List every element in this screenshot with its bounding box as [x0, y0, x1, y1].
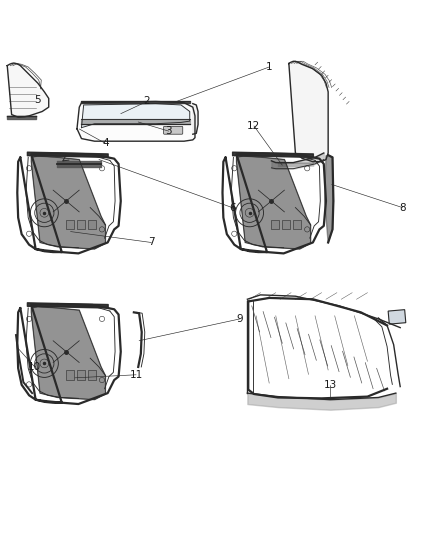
Text: 1: 1: [266, 62, 272, 72]
Text: 5: 5: [35, 95, 41, 104]
Bar: [88, 370, 96, 380]
Polygon shape: [193, 103, 198, 134]
Text: 12: 12: [247, 121, 261, 131]
Bar: [77, 220, 85, 229]
Polygon shape: [7, 63, 49, 117]
Text: 8: 8: [399, 203, 406, 213]
Bar: [66, 220, 74, 229]
Bar: [283, 220, 290, 229]
Bar: [272, 220, 279, 229]
Text: 4: 4: [102, 139, 109, 148]
Bar: [77, 370, 85, 380]
FancyBboxPatch shape: [163, 126, 183, 134]
Text: 13: 13: [324, 380, 337, 390]
Text: 2: 2: [144, 96, 150, 107]
Polygon shape: [31, 156, 106, 249]
Bar: [293, 220, 301, 229]
Text: 11: 11: [129, 370, 143, 380]
Text: 3: 3: [166, 126, 172, 136]
Bar: [66, 370, 74, 380]
Polygon shape: [237, 156, 311, 249]
Text: 10: 10: [28, 362, 41, 372]
Text: 9: 9: [237, 314, 243, 324]
Polygon shape: [325, 155, 333, 243]
Polygon shape: [77, 101, 195, 141]
Polygon shape: [81, 103, 190, 128]
Polygon shape: [289, 61, 328, 161]
Bar: [388, 310, 406, 324]
Polygon shape: [31, 306, 106, 400]
Text: 7: 7: [148, 238, 155, 247]
Text: 6: 6: [229, 203, 235, 213]
Bar: [88, 220, 96, 229]
